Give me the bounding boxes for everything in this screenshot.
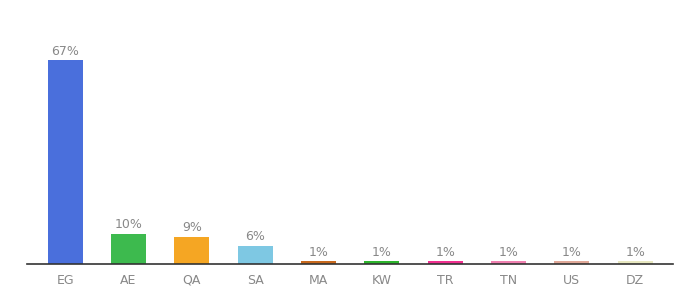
Text: 10%: 10% [115,218,143,231]
Bar [491,261,526,264]
Bar [48,60,82,264]
Text: 6%: 6% [245,230,265,243]
Bar [301,261,336,264]
Text: 1%: 1% [372,245,392,259]
Bar [618,261,653,264]
Bar [364,261,399,264]
Text: 1%: 1% [498,245,518,259]
Bar [238,246,273,264]
Bar [175,237,209,264]
Text: 1%: 1% [562,245,582,259]
Bar [111,234,146,264]
Bar [554,261,590,264]
Text: 1%: 1% [435,245,455,259]
Text: 9%: 9% [182,221,202,234]
Text: 67%: 67% [51,45,79,58]
Text: 1%: 1% [309,245,328,259]
Bar [428,261,462,264]
Text: 1%: 1% [626,245,645,259]
